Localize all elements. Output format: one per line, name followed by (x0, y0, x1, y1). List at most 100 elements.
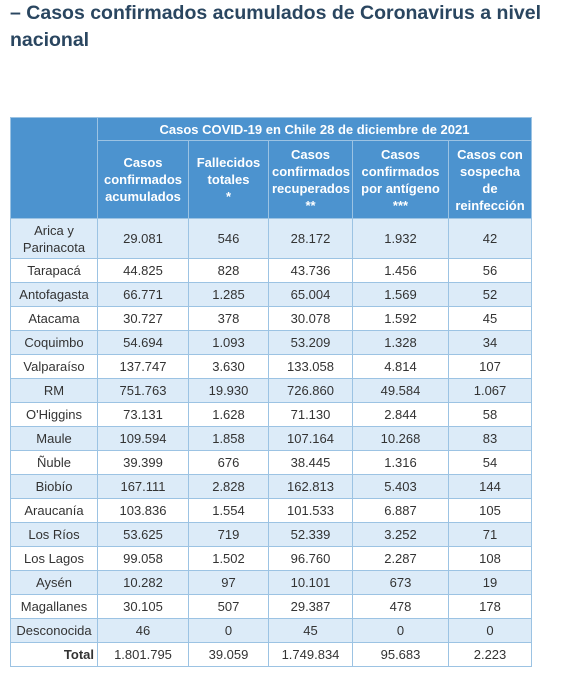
data-row: RM 751.763 19.930 726.860 49.584 1.067 (10, 378, 533, 403)
cell: 97 (188, 570, 269, 595)
table-title: Casos COVID-19 en Chile 28 de diciembre … (96, 117, 533, 141)
region-cell: Aysén (10, 570, 98, 595)
cell: 30.105 (97, 594, 189, 619)
cell: 53.209 (268, 330, 353, 355)
cell: 10.268 (352, 426, 449, 451)
cell: 105 (447, 498, 533, 523)
cell: 546 (188, 218, 269, 259)
cell: 83 (447, 426, 533, 451)
cell: 6.887 (352, 498, 449, 523)
cell: 66.771 (97, 282, 189, 307)
cell: 65.004 (268, 282, 353, 307)
cell: 0 (352, 618, 449, 643)
cell: 137.747 (97, 354, 189, 379)
data-row: O'Higgins 73.131 1.628 71.130 2.844 58 (10, 402, 533, 427)
header-note: * (225, 189, 232, 204)
cell: 1.328 (352, 330, 449, 355)
cell: 1.628 (188, 402, 269, 427)
total-cell: 95.683 (352, 642, 449, 667)
cell: 101.533 (268, 498, 353, 523)
cell: 478 (352, 594, 449, 619)
cell: 52.339 (268, 522, 353, 547)
data-row: Desconocida 46 0 45 0 0 (10, 618, 533, 643)
total-row: Total 1.801.795 39.059 1.749.834 95.683 2.223 (10, 642, 533, 667)
region-cell: Coquimbo (10, 330, 98, 355)
data-row: Biobío 167.111 2.828 162.813 5.403 144 (10, 474, 533, 499)
region-cell: Los Lagos (10, 546, 98, 571)
cell: 1.285 (188, 282, 269, 307)
header-text: Casos con sospecha de reinfección (455, 146, 525, 213)
cell: 1.456 (352, 258, 449, 283)
region-cell: Biobío (10, 474, 98, 499)
cell: 162.813 (268, 474, 353, 499)
cell: 673 (352, 570, 449, 595)
region-cell: Valparaíso (10, 354, 98, 379)
covid-table: Casos COVID-19 en Chile 28 de diciembre … (10, 117, 533, 667)
region-cell: Arica y Parinacota (10, 218, 98, 259)
cell: 0 (447, 618, 533, 643)
cell: 109.594 (97, 426, 189, 451)
region-cell: O'Higgins (10, 402, 98, 427)
cell: 29.387 (268, 594, 353, 619)
cell: 1.502 (188, 546, 269, 571)
header-text: Casos confirmados acumulados (103, 155, 182, 204)
data-row: Atacama 30.727 378 30.078 1.592 45 (10, 306, 533, 331)
cell: 42 (447, 218, 533, 259)
cell: 108 (447, 546, 533, 571)
cell: 45 (447, 306, 533, 331)
cell: 726.860 (268, 378, 353, 403)
cell: 1.858 (188, 426, 269, 451)
data-row: Arica y Parinacota 29.081 546 28.172 1.932 42 (10, 218, 533, 259)
cell: 19 (447, 570, 533, 595)
column-header: Casos confirmados recuperados ** (268, 140, 353, 219)
header-text: Casos confirmados por antígeno (361, 146, 440, 196)
cell: 719 (188, 522, 269, 547)
region-cell: Araucanía (10, 498, 98, 523)
cell: 10.101 (268, 570, 353, 595)
data-row: Valparaíso 137.747 3.630 133.058 4.814 107 (10, 354, 533, 379)
total-cell: 1.801.795 (97, 642, 189, 667)
cell: 1.569 (352, 282, 449, 307)
data-row: Los Ríos 53.625 719 52.339 3.252 71 (10, 522, 533, 547)
cell: 28.172 (268, 218, 353, 259)
corner-cell (10, 117, 98, 219)
cell: 44.825 (97, 258, 189, 283)
column-header: Casos confirmados por antígeno *** (352, 140, 449, 219)
cell: 43.736 (268, 258, 353, 283)
cell: 49.584 (352, 378, 449, 403)
cell: 73.131 (97, 402, 189, 427)
cell: 1.592 (352, 306, 449, 331)
total-cell: 39.059 (188, 642, 269, 667)
region-cell: Maule (10, 426, 98, 451)
cell: 38.445 (268, 450, 353, 475)
data-row: Aysén 10.282 97 10.101 673 19 (10, 570, 533, 595)
column-header: Casos con sospecha de reinfección (447, 140, 533, 219)
cell: 4.814 (352, 354, 449, 379)
total-cell: 2.223 (447, 642, 533, 667)
cell: 71 (447, 522, 533, 547)
cell: 103.836 (97, 498, 189, 523)
header-note: ** (305, 197, 316, 213)
cell: 5.403 (352, 474, 449, 499)
cell: 2.844 (352, 402, 449, 427)
region-cell: Magallanes (10, 594, 98, 619)
cell: 107 (447, 354, 533, 379)
header-row: Casos COVID-19 en Chile 28 de diciembre … (10, 117, 533, 219)
cell: 54 (447, 450, 533, 475)
cell: 3.252 (352, 522, 449, 547)
cell: 676 (188, 450, 269, 475)
region-cell: Ñuble (10, 450, 98, 475)
cell: 507 (188, 594, 269, 619)
header-text: Casos confirmados recuperados (272, 146, 351, 196)
cell: 96.760 (268, 546, 353, 571)
data-row: Maule 109.594 1.858 107.164 10.268 83 (10, 426, 533, 451)
cell: 1.067 (447, 378, 533, 403)
cell: 828 (188, 258, 269, 283)
data-row: Coquimbo 54.694 1.093 53.209 1.328 34 (10, 330, 533, 355)
cell: 144 (447, 474, 533, 499)
data-row: Araucanía 103.836 1.554 101.533 6.887 105 (10, 498, 533, 523)
region-cell: RM (10, 378, 98, 403)
header-note: *** (392, 197, 409, 213)
cell: 133.058 (268, 354, 353, 379)
